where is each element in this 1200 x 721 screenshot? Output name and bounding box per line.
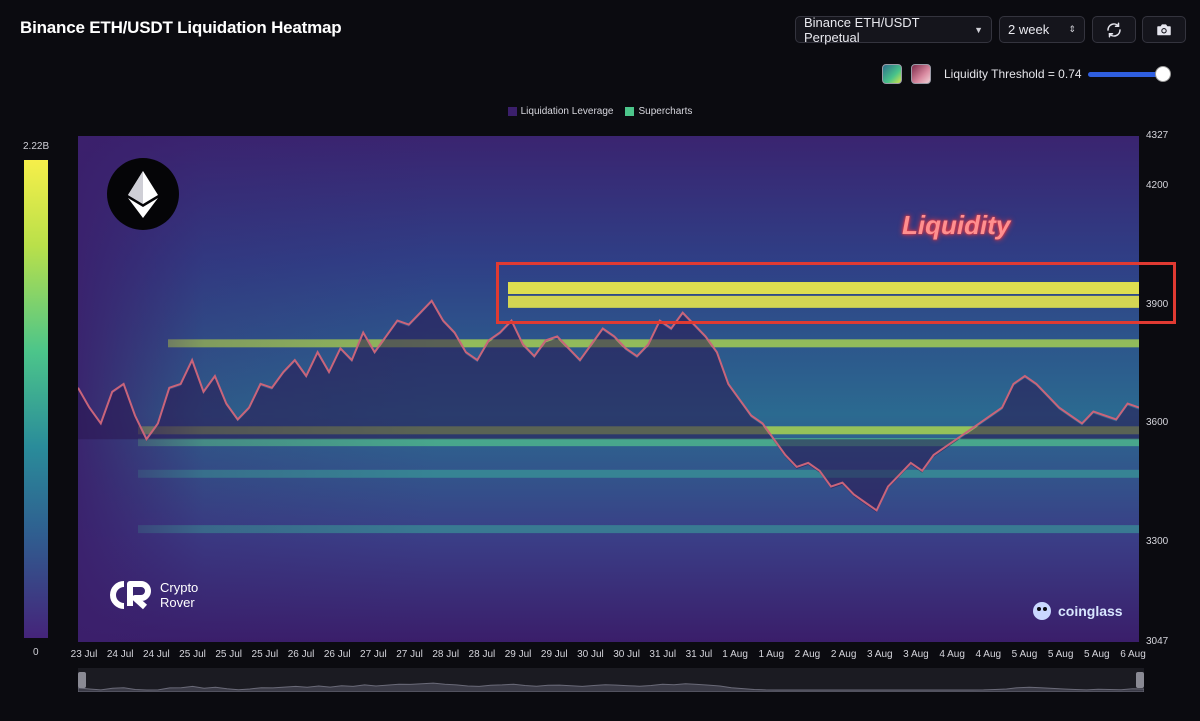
watermark-text: coinglass — [1058, 603, 1123, 619]
chart-legend: Liquidation Leverage Supercharts — [0, 106, 1200, 117]
x-tick-label: 26 Jul — [323, 649, 351, 660]
legend-swatch — [625, 107, 635, 116]
period-select[interactable]: 2 week ⇕ — [999, 16, 1085, 43]
legend-label: Supercharts — [638, 106, 693, 117]
legend-label: Liquidation Leverage — [520, 106, 614, 117]
heatmap-svg — [78, 136, 1139, 642]
coinglass-logo-icon — [1033, 602, 1051, 620]
y-tick-label: 4200 — [1146, 180, 1169, 192]
x-tick-label: 4 Aug — [939, 649, 965, 660]
x-tick-label: 25 Jul — [251, 649, 279, 660]
x-tick-label: 31 Jul — [649, 649, 677, 660]
x-tick-label: 31 Jul — [685, 649, 713, 660]
liquidity-band — [508, 282, 1139, 295]
liquidity-annotation: Liquidity — [902, 210, 1011, 240]
liquidity-highlight-box — [496, 262, 1176, 324]
pair-select[interactable]: Binance ETH/USDT Perpetual ▼ — [795, 14, 992, 45]
price-shadow-area — [78, 302, 1139, 513]
color-scheme-pink-button[interactable] — [911, 64, 931, 84]
navigator-svg — [77, 668, 1145, 693]
x-tick-label: 5 Aug — [1047, 649, 1074, 660]
y-tick-label: 3600 — [1146, 417, 1169, 429]
page-title: Binance ETH/USDT Liquidation Heatmap — [20, 18, 342, 37]
period-select-value: 2 week — [1008, 22, 1050, 37]
x-tick-label: 27 Jul — [360, 649, 387, 660]
legend-item-supercharts[interactable]: Supercharts — [625, 106, 692, 117]
x-tick-label: 2 Aug — [794, 649, 821, 660]
y-tick-label: 3047 — [1146, 636, 1169, 647]
refresh-icon — [1107, 22, 1121, 37]
colorbar — [24, 160, 48, 638]
y-tick-label: 4327 — [1146, 130, 1169, 141]
x-tick-label: 27 Jul — [396, 649, 423, 660]
legend-item-liquidation-leverage[interactable]: Liquidation Leverage — [507, 106, 614, 117]
liquidity-band — [138, 525, 1139, 534]
y-tick-label: 3900 — [1146, 298, 1169, 310]
legend-swatch — [507, 107, 517, 116]
x-tick-label: 1 Aug — [722, 649, 748, 660]
screenshot-button[interactable] — [1142, 16, 1186, 43]
time-navigator[interactable] — [77, 668, 1145, 693]
x-tick-label: 24 Jul — [106, 649, 134, 660]
navigator-left-handle — [78, 672, 86, 688]
refresh-button[interactable] — [1092, 16, 1136, 43]
crypto-rover-logo-icon — [110, 581, 151, 610]
x-tick-label: 30 Jul — [577, 649, 604, 660]
threshold-controls: Liquidity Threshold = 0.74 — [882, 63, 1171, 85]
y-tick-label: 3300 — [1146, 535, 1169, 547]
liquidity-band — [138, 438, 1139, 447]
liquidity-band — [508, 295, 1139, 308]
navigator-price-line — [77, 682, 1145, 693]
x-tick-label: 25 Jul — [179, 649, 206, 660]
threshold-slider[interactable] — [1087, 66, 1171, 82]
x-tick-label: 23 Jul — [70, 649, 98, 660]
x-tick-label: 4 Aug — [975, 649, 1002, 660]
x-tick-label: 26 Jul — [287, 649, 315, 660]
x-tick-label: 28 Jul — [468, 649, 496, 660]
x-tick-label: 3 Aug — [903, 649, 929, 660]
x-tick-label: 6 Aug — [1120, 649, 1146, 660]
x-tick-label: 1 Aug — [758, 649, 785, 660]
chevron-down-icon: ▼ — [974, 24, 983, 35]
x-tick-label: 3 Aug — [866, 649, 893, 660]
ethereum-icon — [128, 171, 158, 218]
x-tick-label: 2 Aug — [830, 649, 857, 660]
x-tick-label: 5 Aug — [1084, 649, 1110, 660]
price-line — [78, 299, 1139, 512]
brand-line-1: Crypto — [160, 580, 199, 595]
x-tick-label: 28 Jul — [432, 649, 460, 660]
pair-select-value: Binance ETH/USDT Perpetual — [804, 14, 920, 45]
x-tick-label: 29 Jul — [504, 649, 532, 660]
updown-chevron-icon: ⇕ — [1068, 24, 1076, 34]
x-tick-label: 24 Jul — [143, 649, 170, 660]
colorbar-max-label: 2.22B — [23, 141, 50, 152]
color-scheme-viridis-button[interactable] — [882, 64, 902, 84]
x-tick-label: 29 Jul — [540, 649, 568, 660]
x-tick-label: 5 Aug — [1011, 649, 1038, 660]
liquidity-band — [138, 469, 1139, 478]
brand-line-2: Rover — [160, 595, 195, 610]
threshold-label: Liquidity Threshold = 0.74 — [944, 67, 1082, 81]
x-tick-label: 25 Jul — [215, 649, 243, 660]
navigator-right-handle — [1136, 672, 1144, 688]
ethereum-logo — [107, 158, 179, 230]
slider-knob[interactable] — [1154, 66, 1171, 82]
x-tick-label: 30 Jul — [613, 649, 640, 660]
coinglass-watermark: coinglass — [1031, 600, 1123, 622]
crypto-rover-branding: Crypto Rover — [108, 580, 198, 610]
colorbar-min-label: 0 — [33, 647, 39, 658]
heatmap-chart[interactable] — [78, 136, 1139, 642]
camera-icon — [1157, 23, 1171, 35]
